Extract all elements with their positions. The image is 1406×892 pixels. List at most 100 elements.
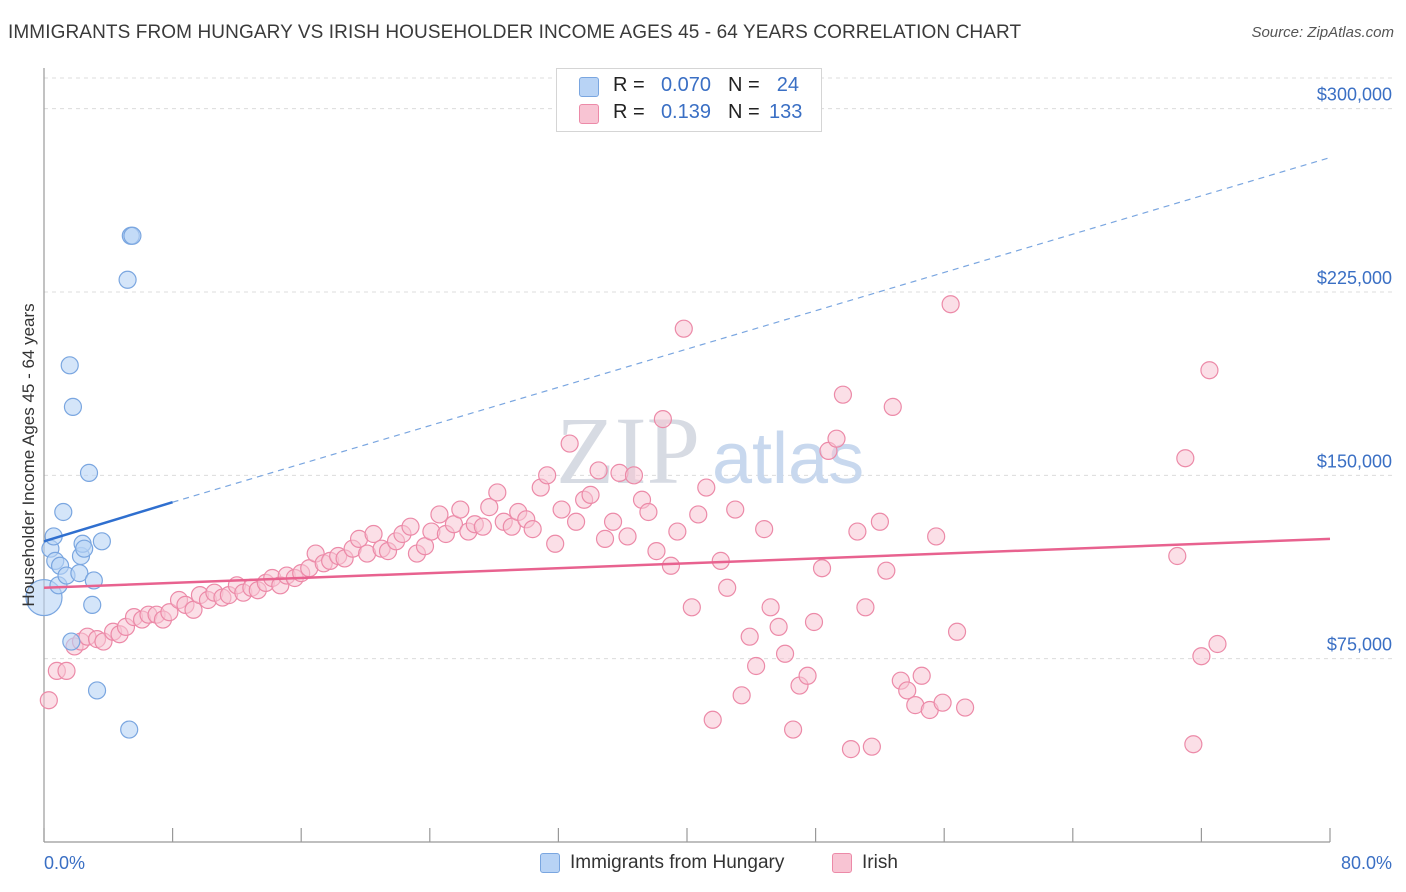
irish-point xyxy=(653,410,672,429)
hungary-point xyxy=(60,356,79,375)
irish-point xyxy=(747,656,766,676)
irish-point xyxy=(870,512,890,531)
chart-source: Source: ZipAtlas.com xyxy=(1251,24,1394,41)
irish-point xyxy=(546,534,565,553)
irish-point xyxy=(401,517,420,536)
irish-point xyxy=(912,666,931,685)
irish-point xyxy=(589,461,608,480)
irish-point xyxy=(1192,647,1211,666)
hungary-point xyxy=(54,502,73,522)
irish-point xyxy=(862,737,881,756)
y-tick-label: $75,000 xyxy=(1327,635,1392,655)
r-label: R = xyxy=(613,101,645,123)
irish-point xyxy=(581,485,600,504)
irish-point xyxy=(775,644,795,663)
hungary-point xyxy=(75,539,94,558)
x-tick-label-min: 0.0% xyxy=(44,853,85,873)
hungary-point xyxy=(123,226,142,245)
n-label: N = xyxy=(728,74,760,96)
irish-point xyxy=(769,617,788,636)
irish-point xyxy=(603,512,623,531)
irish-point xyxy=(364,524,383,544)
hungary-point xyxy=(62,632,81,651)
irish-point xyxy=(647,542,666,561)
irish-point xyxy=(57,661,76,680)
irish-point xyxy=(841,740,861,759)
legend-label: Irish xyxy=(862,852,898,873)
irish-point xyxy=(566,512,586,531)
irish-points xyxy=(39,295,1227,759)
stats-legend: R = 0.070 N = 24 R = 0.139 N = 133 xyxy=(556,68,822,132)
irish-point xyxy=(661,556,681,575)
watermark-zip: ZIP xyxy=(556,397,700,504)
irish-point xyxy=(682,598,701,617)
irish-point xyxy=(595,529,615,548)
irish-point xyxy=(898,681,917,700)
pink-swatch-icon xyxy=(832,853,852,873)
irish-point xyxy=(933,693,952,712)
irish-point xyxy=(718,578,737,597)
r-label: R = xyxy=(613,74,645,96)
irish-point xyxy=(1200,361,1219,380)
hungary-point xyxy=(63,397,83,416)
hungary-point xyxy=(87,681,107,700)
irish-point xyxy=(755,520,774,539)
irish-point xyxy=(947,622,967,641)
irish-point xyxy=(480,498,499,517)
irish-point xyxy=(430,505,449,524)
irish-point xyxy=(674,319,693,338)
hungary-point xyxy=(120,720,139,739)
y-tick-label: $225,000 xyxy=(1317,268,1392,288)
legend-label: Immigrants from Hungary xyxy=(570,852,785,873)
irish-point xyxy=(473,517,492,536)
irish-point xyxy=(732,686,751,705)
r-value: 0.070 xyxy=(660,74,711,96)
x-tick-label-max: 80.0% xyxy=(1341,853,1392,873)
irish-point xyxy=(812,559,832,578)
irish-point xyxy=(1184,735,1203,754)
irish-point xyxy=(804,612,824,632)
irish-point xyxy=(689,505,708,524)
y-tick-label: $150,000 xyxy=(1317,451,1392,471)
hungary-point xyxy=(92,532,111,551)
irish-point xyxy=(703,710,722,729)
n-value: 133 xyxy=(769,101,803,123)
trend-lines xyxy=(43,156,1331,590)
irish-point xyxy=(761,598,780,617)
hungary-trend-line xyxy=(43,501,173,543)
irish-point xyxy=(798,666,817,685)
grid-lines xyxy=(44,77,1392,660)
irish-point xyxy=(1208,634,1227,654)
irish-point xyxy=(955,698,975,717)
irish-point xyxy=(639,502,658,522)
irish-point xyxy=(697,478,716,497)
irish-point xyxy=(538,466,557,485)
irish-point xyxy=(827,429,846,448)
irish-point xyxy=(848,522,867,541)
irish-point xyxy=(941,295,960,314)
chart-title: IMMIGRANTS FROM HUNGARY VS IRISH HOUSEHO… xyxy=(8,22,1022,43)
n-label: N = xyxy=(728,101,760,123)
pink-swatch-icon xyxy=(579,104,599,124)
hungary-point xyxy=(83,595,102,614)
y-axis-label: Householder Income Ages 45 - 64 years xyxy=(19,303,38,606)
irish-point xyxy=(624,466,644,485)
irish-point xyxy=(1168,546,1187,566)
irish-point xyxy=(451,500,470,519)
y-tick-label: $300,000 xyxy=(1317,85,1392,105)
hungary-point xyxy=(79,463,99,482)
tick-labels: $75,000 $150,000 $225,000 $300,000 0.0% 80.0% xyxy=(44,85,1392,873)
irish-point xyxy=(160,603,179,622)
hungary-point xyxy=(118,270,137,289)
axes xyxy=(43,68,1331,843)
irish-point xyxy=(523,520,542,539)
blue-swatch-icon xyxy=(540,853,560,873)
irish-point xyxy=(1176,449,1195,468)
irish-point xyxy=(740,627,759,646)
irish-point xyxy=(856,598,875,617)
irish-point xyxy=(552,500,571,519)
irish-point xyxy=(833,385,853,404)
irish-point xyxy=(488,483,507,502)
irish-point xyxy=(726,500,745,519)
